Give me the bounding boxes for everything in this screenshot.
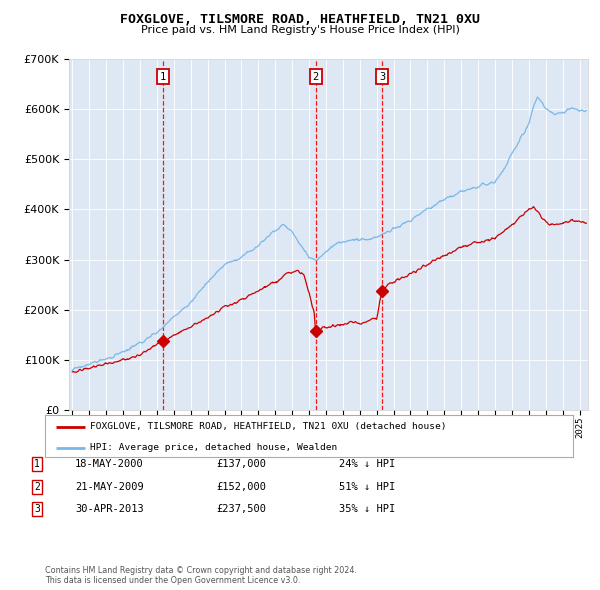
Text: £152,000: £152,000 [216, 482, 266, 491]
Text: Price paid vs. HM Land Registry's House Price Index (HPI): Price paid vs. HM Land Registry's House … [140, 25, 460, 35]
Text: 30-APR-2013: 30-APR-2013 [75, 504, 144, 514]
Text: 51% ↓ HPI: 51% ↓ HPI [339, 482, 395, 491]
Text: 1: 1 [34, 460, 40, 469]
Text: 3: 3 [34, 504, 40, 514]
Text: FOXGLOVE, TILSMORE ROAD, HEATHFIELD, TN21 0XU (detached house): FOXGLOVE, TILSMORE ROAD, HEATHFIELD, TN2… [90, 422, 446, 431]
Text: 3: 3 [379, 71, 385, 81]
Text: £237,500: £237,500 [216, 504, 266, 514]
Text: 2: 2 [34, 482, 40, 491]
Text: FOXGLOVE, TILSMORE ROAD, HEATHFIELD, TN21 0XU: FOXGLOVE, TILSMORE ROAD, HEATHFIELD, TN2… [120, 13, 480, 26]
Text: 2: 2 [313, 71, 319, 81]
Text: 18-MAY-2000: 18-MAY-2000 [75, 460, 144, 469]
Text: HPI: Average price, detached house, Wealden: HPI: Average price, detached house, Weal… [90, 444, 337, 453]
Text: 24% ↓ HPI: 24% ↓ HPI [339, 460, 395, 469]
Text: £137,000: £137,000 [216, 460, 266, 469]
Text: Contains HM Land Registry data © Crown copyright and database right 2024.
This d: Contains HM Land Registry data © Crown c… [45, 566, 357, 585]
Text: 1: 1 [160, 71, 166, 81]
Text: 35% ↓ HPI: 35% ↓ HPI [339, 504, 395, 514]
Text: 21-MAY-2009: 21-MAY-2009 [75, 482, 144, 491]
